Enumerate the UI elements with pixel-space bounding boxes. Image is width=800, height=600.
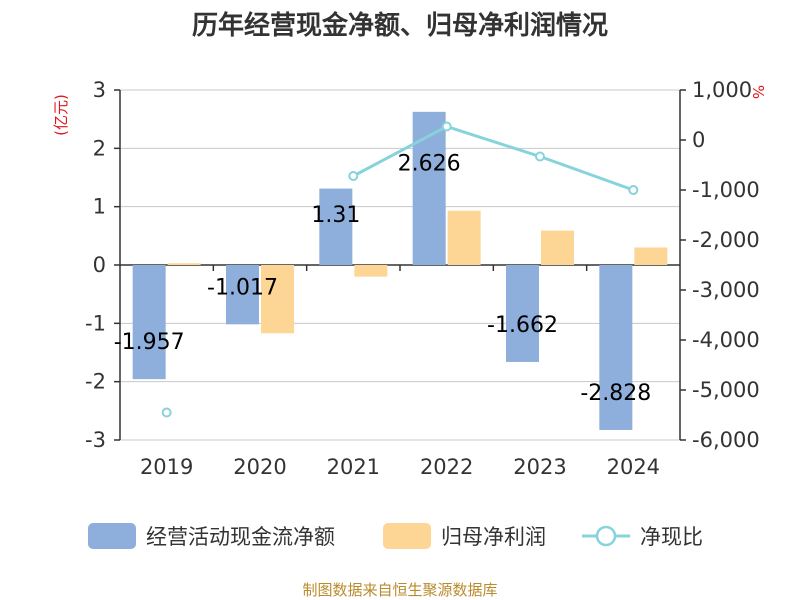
net-profit-bar	[447, 210, 481, 265]
right-tick-label: -2,000	[692, 228, 760, 252]
right-tick-label: 1,000	[692, 78, 752, 102]
left-tick-label: 0	[93, 253, 106, 277]
cashflow-bar	[132, 265, 166, 380]
right-tick-label: -1,000	[692, 178, 760, 202]
cashflow-bar	[226, 265, 259, 325]
net-profit-bar	[541, 230, 574, 265]
cashflow-data-label: 2.626	[398, 151, 461, 176]
ratio-point	[535, 151, 545, 162]
cashflow-data-label: 1.31	[311, 203, 360, 228]
x-tick-label: 2019	[140, 455, 193, 479]
left-tick-label: 1	[93, 195, 106, 219]
right-tick-label: -3,000	[692, 278, 760, 302]
x-tick-label: 2023	[513, 455, 566, 479]
right-tick-label: -6,000	[692, 428, 760, 452]
legend-label: 净现比	[640, 525, 703, 549]
left-tick-label: 2	[93, 136, 106, 160]
legend-item[interactable]: 经营活动现金流净额	[88, 523, 335, 549]
cashflow-data-label: -1.957	[114, 330, 185, 355]
ratio-point	[161, 407, 172, 418]
bars	[132, 111, 668, 430]
legend[interactable]: 经营活动现金流净额 归母净利润 净现比	[88, 523, 703, 549]
net-profit-bar	[167, 263, 201, 265]
legend-item[interactable]: 净现比	[582, 525, 703, 549]
x-tick-label: 2020	[233, 455, 286, 479]
ratio-point	[348, 171, 359, 181]
x-tick-label: 2024	[607, 455, 660, 479]
ratio-line-path	[352, 124, 634, 192]
cashflow-data-label: -1.017	[207, 275, 278, 300]
legend-marker	[595, 525, 617, 547]
right-axis-unit: %	[749, 85, 767, 99]
left-tick-label: -3	[85, 428, 106, 452]
legend-swatch	[383, 523, 431, 549]
source-note: 制图数据来自恒生聚源数据库	[302, 581, 497, 599]
legend-swatch	[88, 523, 136, 549]
cashflow-bar	[506, 265, 539, 362]
legend-label: 经营活动现金流净额	[146, 525, 335, 549]
left-tick-label: -1	[85, 311, 106, 335]
net-profit-bar	[634, 247, 668, 265]
cashflow-data-label: -1.662	[487, 313, 558, 338]
legend-label: 归母净利润	[441, 525, 546, 549]
left-tick-label: -2	[85, 370, 106, 394]
net-profit-bar	[354, 265, 388, 277]
ratio-point	[441, 121, 452, 132]
cashflow-data-label: -2.828	[580, 381, 651, 406]
left-tick-label: 3	[93, 78, 106, 102]
axes: 3 2 1 0 -1 -2 -3 1,000 0 -1,000 -2,000 -3,000 -4,000…	[52, 78, 767, 479]
right-tick-label: -4,000	[692, 328, 760, 352]
right-tick-label: 0	[692, 128, 705, 152]
net-profit-bar	[261, 265, 294, 334]
chart-title: 历年经营现金净额、归母净利润情况	[192, 10, 608, 41]
cashflow-bar	[599, 265, 633, 430]
x-tick-label: 2021	[327, 455, 380, 479]
left-axis-unit: (亿元)	[52, 94, 70, 136]
ratio-line	[161, 121, 639, 418]
cashflow-bar	[319, 188, 353, 265]
right-tick-label: -5,000	[692, 378, 760, 402]
ratio-point	[628, 185, 639, 195]
data-labels: -1.957 -1.017 1.31 2.626 -1.662 -2.828	[114, 151, 652, 406]
legend-item[interactable]: 归母净利润	[383, 523, 546, 549]
x-tick-label: 2022	[420, 455, 473, 479]
